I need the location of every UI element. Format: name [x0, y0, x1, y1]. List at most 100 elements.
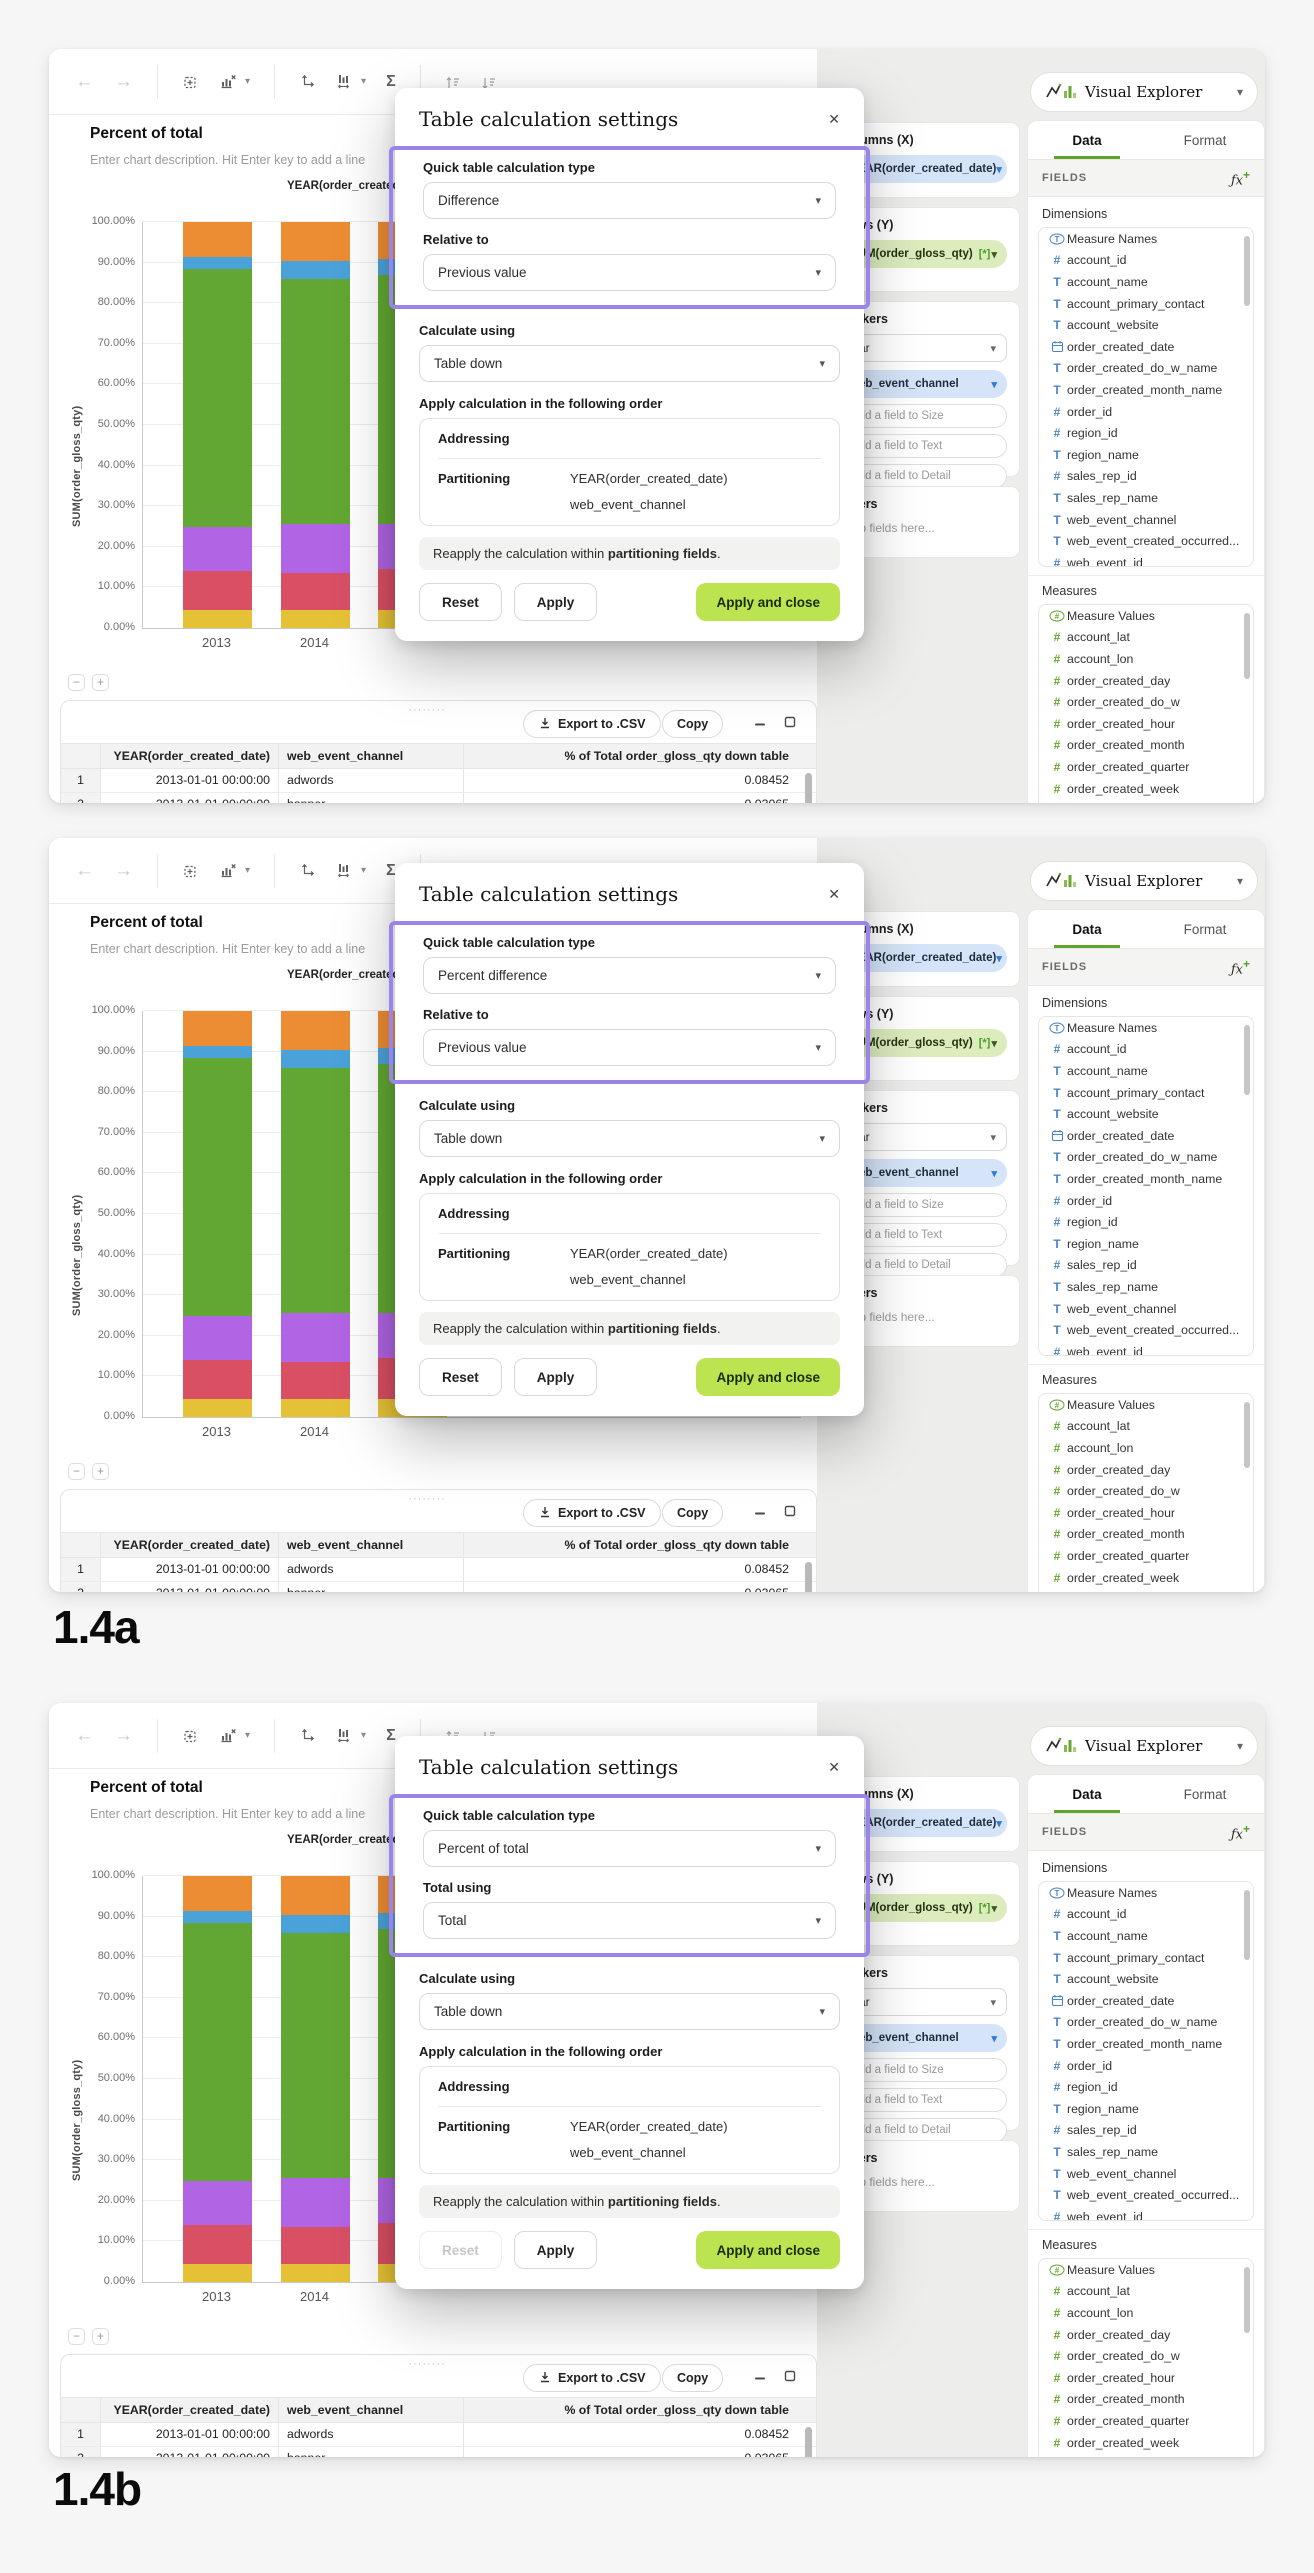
column-header-percent[interactable]: % of Total order_gloss_qty down table: [564, 749, 789, 763]
segment-red[interactable]: [281, 2227, 350, 2264]
segment-green[interactable]: [281, 278, 350, 525]
quick-calc-type-select[interactable]: Difference: [423, 182, 836, 219]
export-csv-button[interactable]: Export to .CSV: [523, 710, 661, 738]
segment-orange[interactable]: [183, 222, 252, 257]
segment-yellow[interactable]: [183, 609, 252, 628]
table-scrollbar[interactable]: [805, 2427, 812, 2457]
field-item[interactable]: # order_created_hour: [1039, 1502, 1253, 1524]
field-item[interactable]: # order_created_day: [1039, 670, 1253, 692]
field-item[interactable]: # account_id: [1039, 250, 1253, 272]
size-drop-field[interactable]: Add a field to Size: [840, 404, 1007, 428]
export-csv-button[interactable]: Export to .CSV: [523, 2364, 661, 2392]
column-header-percent[interactable]: % of Total order_gloss_qty down table: [564, 2403, 789, 2417]
chevron-down-icon[interactable]: [991, 1037, 997, 1050]
segment-purple[interactable]: [183, 1315, 252, 1361]
chevron-down-icon[interactable]: ▾: [245, 75, 251, 87]
field-item[interactable]: # Measure Values: [1039, 1394, 1253, 1416]
reset-button[interactable]: Reset: [419, 2231, 502, 2269]
text-drop-field[interactable]: Add a field to Text: [840, 2088, 1007, 2112]
field-item[interactable]: # account_id: [1039, 1904, 1253, 1926]
marker-type-select[interactable]: Bar: [840, 1988, 1007, 2016]
sort-desc-icon[interactable]: [481, 73, 497, 91]
field-item[interactable]: # account_lat: [1039, 2281, 1253, 2303]
minimize-table-icon[interactable]: [753, 1506, 767, 1520]
filters-drop-hint[interactable]: Drop fields here...: [840, 521, 935, 535]
field-item[interactable]: # order_created_quarter: [1039, 1545, 1253, 1567]
field-item[interactable]: # sales_rep_id: [1039, 1255, 1253, 1277]
column-header-year[interactable]: YEAR(order_created_date): [101, 1533, 279, 1557]
segment-purple[interactable]: [281, 524, 350, 574]
tab-format[interactable]: Format: [1183, 1786, 1227, 1802]
forward-icon[interactable]: →: [114, 1725, 133, 1746]
field-item[interactable]: # sales_rep_id: [1039, 466, 1253, 488]
apply-and-close-button[interactable]: Apply and close: [696, 2231, 840, 2269]
swap-axes-icon[interactable]: [299, 73, 316, 90]
field-item[interactable]: # order_created_week: [1039, 778, 1253, 800]
size-drop-field[interactable]: Add a field to Size: [840, 1193, 1007, 1217]
calculate-using-select[interactable]: Table down: [419, 1120, 840, 1157]
marker-type-select[interactable]: Bar: [840, 1123, 1007, 1151]
back-icon[interactable]: ←: [75, 860, 94, 881]
column-header-percent[interactable]: % of Total order_gloss_qty down table: [564, 1538, 789, 1552]
field-item[interactable]: # order_created_week: [1039, 2432, 1253, 2454]
add-chart-icon[interactable]: [182, 73, 199, 90]
quick-calc-type-select[interactable]: Percent difference: [423, 957, 836, 994]
segment-blue[interactable]: [281, 1049, 350, 1068]
drag-handle[interactable]: [401, 701, 453, 716]
segment-red[interactable]: [183, 2225, 252, 2264]
field-item[interactable]: # order_id: [1039, 2055, 1253, 2077]
field-item[interactable]: order_created_date: [1039, 1990, 1253, 2012]
forward-icon[interactable]: →: [114, 71, 133, 92]
chevron-down-icon[interactable]: [991, 378, 997, 391]
segment-green[interactable]: [183, 268, 252, 527]
visual-explorer-switcher[interactable]: Visual Explorer: [1030, 861, 1258, 901]
calculate-using-select[interactable]: Table down: [419, 1993, 840, 2030]
quick-calc-type-select[interactable]: Percent of total: [423, 1830, 836, 1867]
segment-blue[interactable]: [183, 1045, 252, 1058]
field-item[interactable]: # order_created_month: [1039, 735, 1253, 757]
chart-description-placeholder[interactable]: Enter chart description. Hit Enter key t…: [90, 153, 366, 167]
field-item[interactable]: # sales_rep_id: [1039, 2120, 1253, 2142]
maximize-table-icon[interactable]: [783, 1504, 797, 1518]
segment-red[interactable]: [281, 1362, 350, 1399]
size-drop-field[interactable]: Add a field to Size: [840, 2058, 1007, 2082]
field-item[interactable]: # Measure Values: [1039, 2259, 1253, 2281]
field-item[interactable]: # account_lat: [1039, 1416, 1253, 1438]
dimensions-scrollbar[interactable]: [1244, 236, 1250, 306]
table-row[interactable]: 1 2013-01-01 00:00:00 adwords 0.08452: [61, 769, 816, 793]
maximize-table-icon[interactable]: [783, 715, 797, 729]
field-item[interactable]: # order_created_do_w: [1039, 2345, 1253, 2367]
segment-yellow[interactable]: [281, 1398, 350, 1417]
segment-orange[interactable]: [281, 1011, 350, 1050]
field-item[interactable]: # web_event_id: [1039, 2206, 1253, 2220]
table-scrollbar[interactable]: [805, 1562, 812, 1592]
close-icon[interactable]: ✕: [828, 1758, 840, 1775]
field-item[interactable]: # order_created_week: [1039, 1567, 1253, 1589]
detail-drop-field[interactable]: Add a field to Detail: [840, 1253, 1007, 1277]
marker-field-pill[interactable]: web_event_channel: [840, 1159, 1007, 1187]
field-item[interactable]: T Measure Names: [1039, 228, 1253, 250]
measures-scrollbar[interactable]: [1244, 613, 1250, 679]
sort-asc-icon[interactable]: [445, 73, 461, 91]
add-calculated-field-icon[interactable]: ƒx+: [1230, 167, 1250, 189]
filters-drop-hint[interactable]: Drop fields here...: [840, 2175, 935, 2189]
remove-page-button[interactable]: −: [68, 674, 85, 691]
back-icon[interactable]: ←: [75, 1725, 94, 1746]
chart-description-placeholder[interactable]: Enter chart description. Hit Enter key t…: [90, 1807, 366, 1821]
forward-icon[interactable]: →: [114, 860, 133, 881]
reset-button[interactable]: Reset: [419, 1358, 502, 1396]
close-icon[interactable]: ✕: [828, 885, 840, 902]
marker-field-pill[interactable]: web_event_channel: [840, 370, 1007, 398]
